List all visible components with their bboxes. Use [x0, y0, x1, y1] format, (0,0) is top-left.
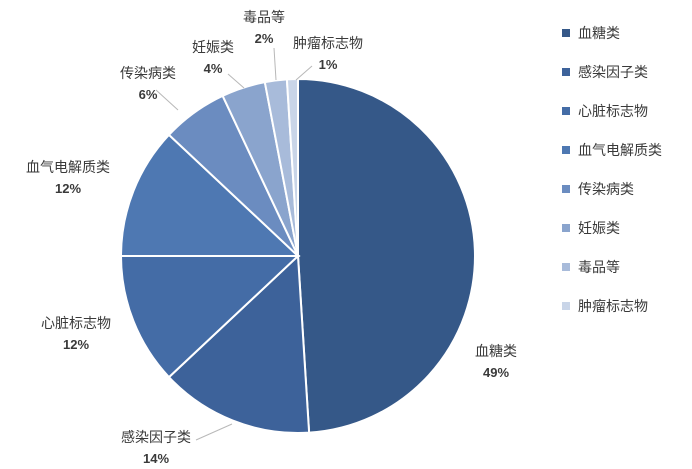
data-label-value: 6% — [139, 87, 158, 102]
data-label-category: 毒品等 — [243, 9, 285, 25]
legend-label: 传染病类 — [578, 181, 634, 197]
data-label-category: 血糖类 — [475, 343, 517, 359]
data-labels: 血糖类 49% 感染因子类 14% 心脏标志物 12% 血气电解质类 12% 传染病类 6% 妊娠类… — [26, 9, 517, 466]
legend-label: 血气电解质类 — [578, 142, 662, 158]
data-label-category: 肿瘤标志物 — [293, 35, 363, 51]
legend-label: 肿瘤标志物 — [578, 298, 648, 314]
data-label-category: 感染因子类 — [121, 429, 191, 445]
data-label-value: 1% — [319, 57, 338, 72]
legend-label: 妊娠类 — [578, 220, 620, 236]
data-label-category: 传染病类 — [120, 65, 176, 81]
data-label-value: 49% — [483, 365, 509, 380]
pie-slices — [119, 77, 476, 434]
pie-slice — [297, 77, 476, 434]
pie-slice — [285, 77, 299, 257]
leader-line — [295, 65, 313, 81]
data-label-value: 12% — [55, 181, 81, 196]
pie-slice — [167, 253, 311, 434]
legend-swatch — [562, 146, 570, 154]
legend-swatch — [562, 263, 570, 271]
data-label-value: 14% — [143, 451, 169, 466]
legend-swatch — [562, 224, 570, 232]
leader-line — [195, 423, 233, 441]
legend-label: 毒品等 — [578, 259, 620, 275]
legend-swatch — [562, 68, 570, 76]
data-label-category: 妊娠类 — [192, 39, 234, 55]
legend-label: 血糖类 — [578, 25, 620, 41]
pie-slice — [119, 133, 301, 257]
data-label-value: 12% — [63, 337, 89, 352]
legend-label: 心脏标志物 — [578, 103, 648, 119]
leader-line — [273, 47, 277, 81]
legend-label: 感染因子类 — [578, 64, 648, 80]
data-label-category: 血气电解质类 — [26, 159, 110, 175]
legend-swatch — [562, 302, 570, 310]
legend-swatch — [562, 185, 570, 193]
leader-line — [227, 73, 245, 89]
legend-swatch — [562, 29, 570, 37]
legend-swatch — [562, 107, 570, 115]
data-label-category: 心脏标志物 — [41, 315, 111, 331]
leader-line — [155, 89, 179, 111]
pie-slice — [119, 255, 301, 379]
data-label-value: 4% — [204, 61, 223, 76]
data-label-value: 2% — [255, 31, 274, 46]
leader-lines — [155, 47, 313, 441]
